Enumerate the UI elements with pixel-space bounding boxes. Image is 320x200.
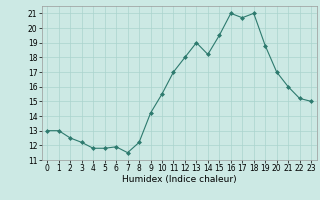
X-axis label: Humidex (Indice chaleur): Humidex (Indice chaleur) (122, 175, 236, 184)
